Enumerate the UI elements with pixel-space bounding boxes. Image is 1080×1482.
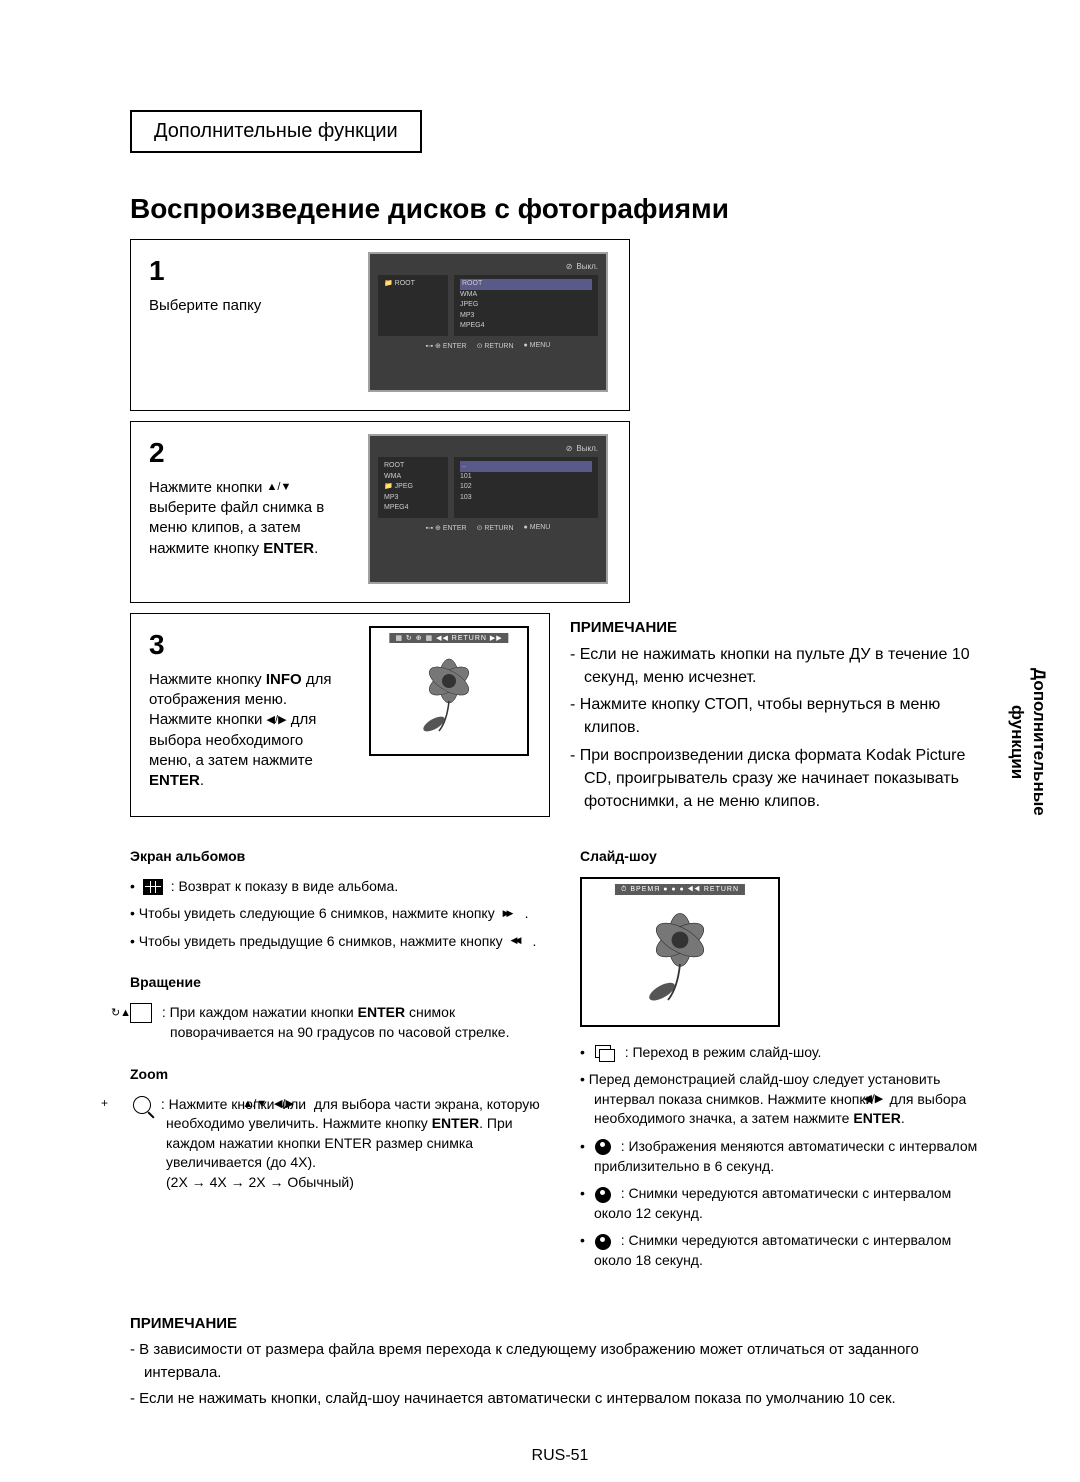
step-2-number: 2 (149, 434, 344, 472)
slideshow-12s: • : Снимки чередуются автоматически с ин… (580, 1184, 990, 1223)
zoom-title: Zoom (130, 1065, 540, 1085)
slideshow-screen: ⏱ ВРЕМЯ ● ● ● ◀◀ RETURN (580, 877, 780, 1027)
step-3-screen: ▦ ↻ ⊕ ▦ ◀◀ RETURN ▶▶ (369, 626, 529, 756)
zoom-icon (133, 1096, 151, 1114)
screen1-item-root: ROOT (460, 279, 592, 290)
leftright-icon-2: ◀/▶ (877, 1092, 885, 1107)
album-prev6: • Чтобы увидеть предыдущие 6 снимков, на… (130, 932, 540, 952)
screen1-menu: MENU (530, 342, 551, 349)
screen2-off: Выкл. (576, 444, 598, 453)
screen1-item-mpeg4: MPEG4 (460, 322, 485, 329)
interval-6-icon (595, 1139, 611, 1155)
interval-18-icon (595, 1234, 611, 1250)
section-label: Дополнительные функции (154, 120, 398, 142)
step-1-screen: ⊘Выкл. 📁 ROOT ROOT WMA JPEG MP3 MPEG4 ▪▫… (368, 252, 608, 392)
interval-12-icon (595, 1187, 611, 1203)
step-3-number: 3 (149, 626, 347, 664)
step-1-instruction: Выберите папку (149, 296, 344, 316)
step-3: 3 Нажмите кнопку INFO для отображения ме… (130, 613, 550, 817)
side-tab: Дополнительные функции (1006, 668, 1050, 816)
page-title: Воспроизведение дисков с фотографиями (130, 193, 990, 225)
rotation-title: Вращение (130, 973, 540, 993)
slideshow-pre: • Перед демонстрацией слайд-шоу следует … (580, 1070, 990, 1129)
page-footer: RUS-51 (130, 1447, 990, 1465)
section-label-box: Дополнительные функции (130, 110, 422, 153)
bottom-note-title: ПРИМЕЧАНИЕ (130, 1313, 990, 1336)
screen1-item-mp3: MP3 (460, 312, 474, 319)
slideshow-title: Слайд-шоу (580, 847, 990, 867)
slideshow-menu-bar: ⏱ ВРЕМЯ ● ● ● ◀◀ RETURN (615, 884, 745, 896)
bottom-note-2: - Если не нажимать кнопки, слайд-шоу нач… (130, 1388, 990, 1411)
slideshow-icon (595, 1045, 615, 1061)
screen1-item-wma: WMA (460, 291, 477, 298)
left-right-icon: ◀/▶ (267, 713, 287, 728)
step-1-number: 1 (149, 252, 344, 290)
step-3-instruction: Нажмите кнопку INFO для отображения меню… (149, 670, 347, 792)
album-next6: • Чтобы увидеть следующие 6 снимков, наж… (130, 904, 540, 924)
step-2-text-col: 2 Нажмите кнопки ▲/▼ выберите файл снимк… (149, 434, 344, 584)
flower-menu-bar: ▦ ↻ ⊕ ▦ ◀◀ RETURN ▶▶ (389, 633, 508, 643)
lower-section: Экран альбомов • : Возврат к показу в ви… (130, 847, 990, 1279)
step-3-row: 3 Нажмите кнопку INFO для отображения ме… (130, 613, 990, 817)
slideshow-goto: • : Переход в режим слайд-шоу. (580, 1043, 990, 1063)
slideshow-6s: • : Изображения меняются автоматически с… (580, 1137, 990, 1176)
bottom-note: ПРИМЕЧАНИЕ - В зависимости от размера фа… (130, 1313, 990, 1411)
grid-icon (143, 879, 163, 895)
note-item-1: - Если не нажимать кнопки на пульте ДУ в… (570, 643, 990, 689)
bottom-note-1: - В зависимости от размера файла время п… (130, 1339, 990, 1384)
slideshow-18s: • : Снимки чередуются автоматически с ин… (580, 1231, 990, 1270)
step-2-instruction: Нажмите кнопки ▲/▼ выберите файл снимка … (149, 478, 344, 559)
note-item-3: - При воспроизведении диска формата Koda… (570, 744, 990, 814)
right-column: Слайд-шоу ⏱ ВРЕМЯ ● ● ● ◀◀ RETURN • : Пе… (580, 847, 990, 1279)
step-3-note: ПРИМЕЧАНИЕ - Если не нажимать кнопки на … (570, 613, 990, 817)
album-return: • : Возврат к показу в виде альбома. (130, 877, 540, 897)
step-2-screen: ⊘Выкл. ROOT WMA 📁 JPEG MP3 MPEG4 .. 101 … (368, 434, 608, 584)
screen1-return: RETURN (484, 343, 513, 350)
album-title: Экран альбомов (130, 847, 540, 867)
screen1-enter: ENTER (443, 343, 467, 350)
note-item-2: - Нажмите кнопку СТОП, чтобы вернуться в… (570, 693, 990, 739)
note-title: ПРИМЕЧАНИЕ (570, 617, 990, 639)
screen1-off: Выкл. (576, 262, 598, 271)
fast-forward-icon (503, 909, 521, 921)
step-3-text-col: 3 Нажмите кнопку INFO для отображения ме… (149, 626, 347, 798)
rotate-icon: ↻▲ (130, 1003, 152, 1023)
zoom-text: : Нажмите кнопки ▲/▼ или ◀/▶ для выбора … (130, 1095, 540, 1193)
left-column: Экран альбомов • : Возврат к показу в ви… (130, 847, 540, 1279)
screen1-item-jpeg: JPEG (460, 301, 478, 308)
rewind-icon (511, 936, 529, 948)
step-1: 1 Выберите папку ⊘Выкл. 📁 ROOT ROOT WMA … (130, 239, 630, 411)
up-down-icon: ▲/▼ (267, 480, 292, 495)
step-1-text-col: 1 Выберите папку (149, 252, 344, 392)
step-2: 2 Нажмите кнопки ▲/▼ выберите файл снимк… (130, 421, 630, 603)
rotation-text: ↻▲ : При каждом нажатии кнопки ENTER сни… (130, 1003, 540, 1043)
screen1-root: ROOT (395, 280, 415, 287)
